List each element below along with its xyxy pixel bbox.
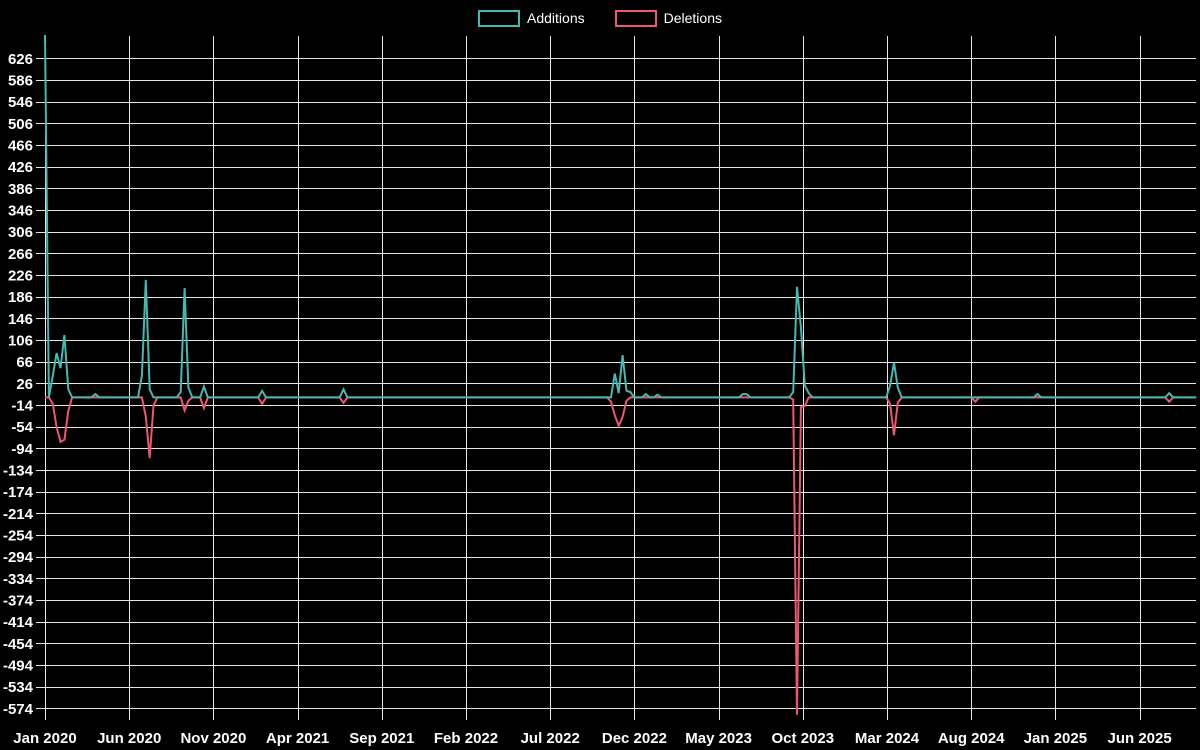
y-axis-tick-label: 226 [8, 268, 33, 285]
additions-series-swatch [478, 9, 521, 27]
y-axis-tick-label: -374 [3, 593, 34, 610]
y-axis-tick-label: 146 [8, 311, 33, 328]
y-axis-tick-label: -14 [11, 398, 33, 415]
y-axis-tick-label: 466 [8, 138, 33, 155]
y-axis-tick-label: 626 [8, 51, 33, 68]
y-axis-labels: 626 586 546 506 466 426 386 346 306 266 226 186 146 1… [3, 51, 34, 718]
x-axis-tick-label: Jun 2025 [1107, 730, 1171, 747]
y-axis-tick-label: 546 [8, 94, 33, 111]
y-axis-tick-label: -174 [3, 484, 34, 501]
y-axis-tick-label: 386 [8, 181, 33, 198]
y-axis-tick-label: 106 [8, 333, 33, 350]
y-axis-tick-label: -494 [3, 658, 34, 675]
y-axis-tick-label: -94 [11, 441, 33, 458]
x-axis-tick-label: Mar 2024 [855, 730, 920, 747]
additions-line [44, 34, 1197, 399]
y-axis-tick-label: 186 [8, 289, 33, 306]
chart-legend: Additions Deletions [0, 8, 1200, 28]
y-axis-tick-label: -294 [3, 549, 34, 566]
legend-item-deletions[interactable]: Deletions [614, 9, 722, 27]
y-axis-tick-label: -414 [3, 614, 34, 631]
y-axis-tick-label: 586 [8, 73, 33, 90]
x-axis-tick-label: Oct 2023 [772, 730, 835, 747]
y-axis-tick-label: 66 [16, 354, 33, 371]
x-axis-tick-label: Sep 2021 [349, 730, 414, 747]
y-axis-tick-label: -254 [3, 528, 34, 545]
y-axis-tick-label: -534 [3, 679, 34, 696]
y-axis-tick-label: 26 [16, 376, 33, 393]
y-axis-tick-label: 506 [8, 116, 33, 133]
y-axis-tick-label: -574 [3, 701, 34, 718]
y-axis-tick-label: -334 [3, 571, 34, 588]
y-axis-tick-label: -214 [3, 506, 34, 523]
x-axis-tick-label: May 2023 [685, 730, 752, 747]
horizontal-gridlines [36, 58, 1196, 709]
y-axis-tick-label: -454 [3, 636, 34, 653]
x-axis-tick-label: Apr 2021 [266, 730, 329, 747]
y-axis-tick-label: 266 [8, 246, 33, 263]
x-axis-tick-label: Jan 2020 [13, 730, 76, 747]
x-axis-tick-label: Jan 2025 [1024, 730, 1087, 747]
x-axis-tick-label: Jul 2022 [521, 730, 580, 747]
y-axis-tick-label: 346 [8, 203, 33, 220]
x-axis-tick-label: Dec 2022 [602, 730, 667, 747]
y-axis-tick-label: -54 [11, 419, 33, 436]
deletions-line [45, 396, 1197, 715]
legend-item-additions[interactable]: Additions [478, 9, 585, 27]
vertical-gridlines [45, 36, 1141, 720]
y-axis-tick-label: 306 [8, 224, 33, 241]
x-axis-tick-label: Jun 2020 [97, 730, 161, 747]
x-axis-labels: Jan 2020 Jun 2020 Nov 2020 Apr 2021 Sep 2021… [13, 730, 1171, 747]
x-axis-tick-label: Nov 2020 [180, 730, 246, 747]
x-axis-tick-label: Aug 2024 [938, 730, 1005, 747]
y-axis-tick-label: 426 [8, 159, 33, 176]
x-axis-tick-label: Feb 2022 [434, 730, 498, 747]
additions-legend-label: Additions [527, 10, 585, 26]
y-axis-tick-label: -134 [3, 463, 34, 480]
deletions-legend-label: Deletions [663, 10, 722, 26]
deletions-series-swatch [614, 9, 657, 27]
